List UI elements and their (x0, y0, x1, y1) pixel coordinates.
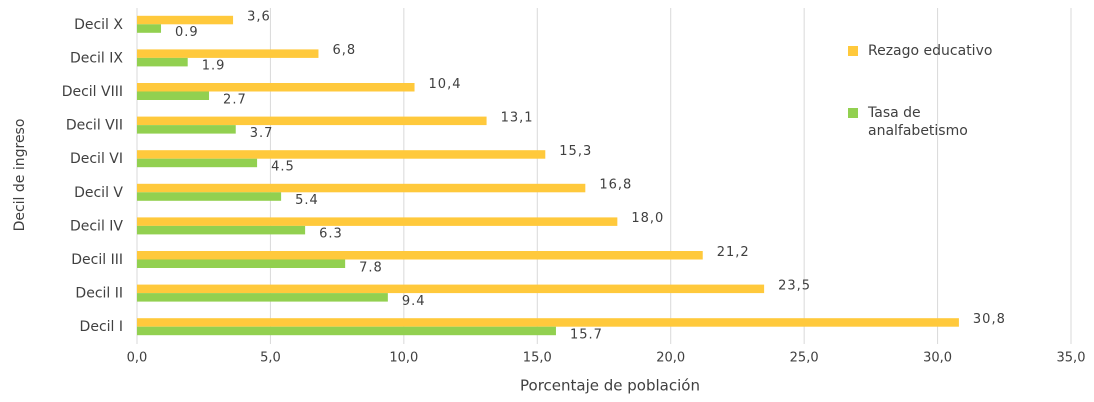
data-label: 15.7 (570, 327, 603, 342)
x-axis-label: Porcentaje de población (520, 377, 700, 395)
bar (137, 125, 236, 134)
data-label: 13,1 (501, 110, 534, 125)
bar (137, 217, 618, 226)
data-label: 15,3 (559, 144, 592, 159)
bar (137, 150, 546, 159)
data-label: 7.8 (359, 260, 383, 275)
x-tick-label: 20,0 (656, 351, 685, 366)
data-label: 3.7 (250, 126, 274, 141)
legend-swatch (848, 108, 858, 118)
data-label: 4.5 (271, 159, 295, 174)
data-label: 2.7 (223, 92, 247, 107)
y-tick-label: Decil IV (70, 218, 123, 234)
bar (137, 293, 388, 302)
y-tick-label: Decil VIII (62, 84, 123, 100)
data-label: 30,8 (973, 312, 1006, 327)
legend-swatch (848, 46, 858, 56)
y-tick-label: Decil X (74, 17, 123, 33)
data-label: 6.3 (319, 227, 343, 242)
y-tick-label: Decil III (71, 252, 123, 268)
x-tick-label: 15,0 (523, 351, 552, 366)
x-tick-label: 35,0 (1057, 351, 1086, 366)
bar (137, 49, 319, 58)
y-tick-label: Decil I (80, 319, 123, 335)
bar (137, 326, 556, 336)
data-label: 18,0 (631, 211, 664, 226)
data-label: 1.9 (202, 59, 226, 74)
data-label: 16,8 (599, 178, 632, 193)
y-tick-label: Decil IX (70, 50, 123, 66)
y-axis-label: Decil de ingreso (12, 119, 28, 232)
bar (137, 284, 765, 294)
x-tick-label: 5,0 (260, 351, 281, 366)
data-label: 23,5 (778, 278, 811, 293)
bar (137, 116, 487, 126)
x-tick-label: 0,0 (127, 351, 148, 366)
x-tick-label: 30,0 (923, 351, 952, 366)
bar (137, 259, 346, 268)
bar (137, 91, 210, 100)
data-label: 3,6 (247, 10, 271, 25)
bar (137, 183, 586, 193)
bar (137, 192, 282, 201)
bar (137, 57, 188, 67)
data-label: 5.4 (295, 193, 319, 208)
data-label: 0.9 (175, 25, 199, 40)
y-tick-label: Decil VI (70, 151, 123, 167)
legend-label: Rezago educativo (868, 43, 993, 59)
bar (137, 24, 162, 33)
x-tick-label: 25,0 (790, 351, 819, 366)
y-tick-label: Decil VII (66, 118, 123, 134)
data-label: 6,8 (332, 43, 356, 58)
data-label: 10,4 (429, 77, 462, 92)
bar (137, 15, 234, 25)
bar (137, 318, 959, 327)
y-tick-label: Decil V (74, 185, 123, 201)
data-label: 9.4 (402, 294, 426, 309)
bar (137, 251, 703, 260)
bar (137, 83, 415, 92)
bar (137, 225, 306, 235)
data-label: 21,2 (717, 245, 750, 260)
x-tick-label: 10,0 (389, 351, 418, 366)
bar (137, 158, 258, 168)
legend-label: Tasa de analfabetismo (868, 105, 968, 139)
y-tick-label: Decil II (75, 286, 123, 302)
